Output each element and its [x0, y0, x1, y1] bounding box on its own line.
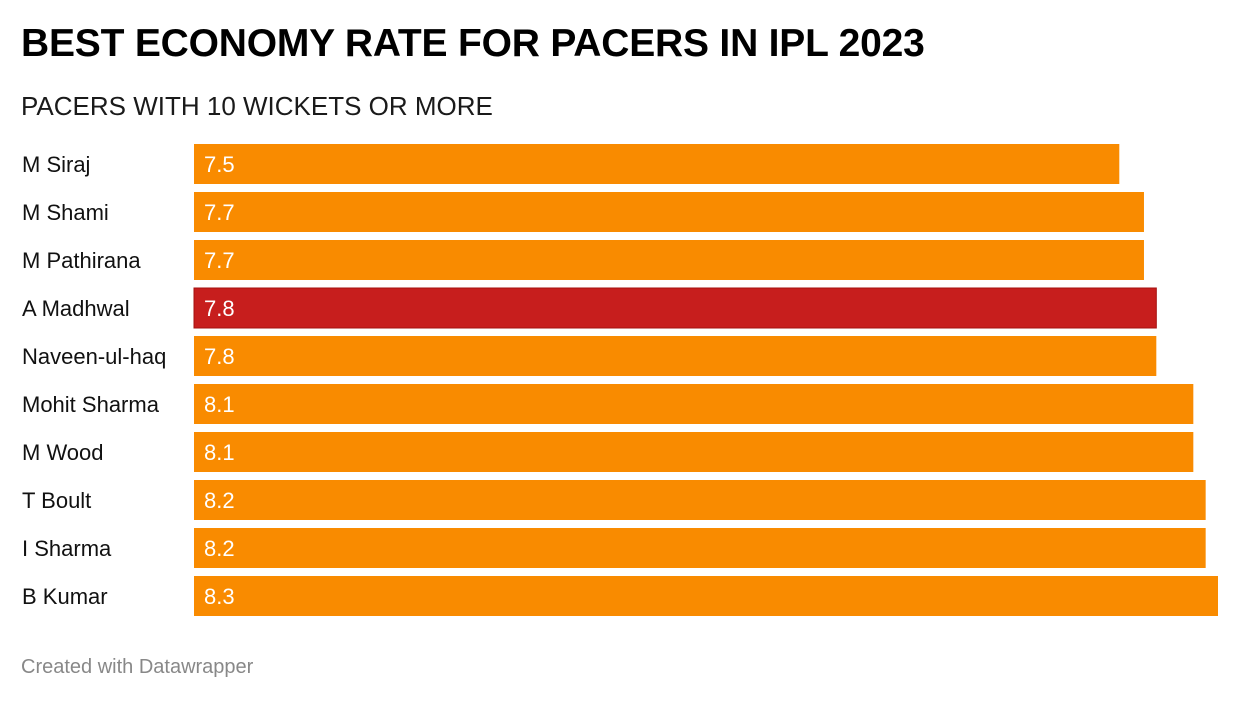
bar	[194, 480, 1206, 520]
bar-chart: M Siraj 7.5 M Shami 7.7 M Pathirana 7.7 A Madh…	[22, 144, 1218, 616]
category-label: I Sharma	[22, 536, 112, 561]
value-label: 8.1	[204, 440, 235, 465]
bar	[194, 192, 1144, 232]
value-label: 8.3	[204, 584, 235, 609]
credit-footer: Created with Datawrapper	[21, 656, 254, 678]
value-label: 7.5	[204, 152, 235, 177]
value-label: 8.2	[204, 536, 235, 561]
bar	[194, 336, 1157, 376]
bar-highlighted	[193, 287, 1157, 329]
category-label: Mohit Sharma	[22, 392, 160, 417]
bar	[194, 576, 1218, 616]
category-label: M Siraj	[22, 152, 90, 177]
category-label: B Kumar	[22, 584, 108, 609]
bar	[194, 384, 1194, 424]
category-label: M Pathirana	[22, 248, 141, 273]
category-label: A Madhwal	[22, 296, 130, 321]
value-label: 7.8	[204, 296, 235, 321]
value-label: 7.7	[204, 248, 235, 273]
category-label: T Boult	[22, 488, 91, 513]
bar	[194, 432, 1194, 472]
bar	[194, 240, 1144, 280]
bar	[194, 528, 1206, 568]
value-label: 7.7	[204, 200, 235, 225]
value-label: 8.2	[204, 488, 235, 513]
value-label: 7.8	[204, 344, 235, 369]
chart-subtitle: PACERS WITH 10 WICKETS OR MORE	[21, 91, 493, 121]
bar	[194, 144, 1120, 184]
category-label: M Wood	[22, 440, 104, 465]
category-label: Naveen-ul-haq	[22, 344, 166, 369]
category-label: M Shami	[22, 200, 109, 225]
chart-title: BEST ECONOMY RATE FOR PACERS IN IPL 2023	[21, 22, 925, 65]
value-label: 8.1	[204, 392, 235, 417]
